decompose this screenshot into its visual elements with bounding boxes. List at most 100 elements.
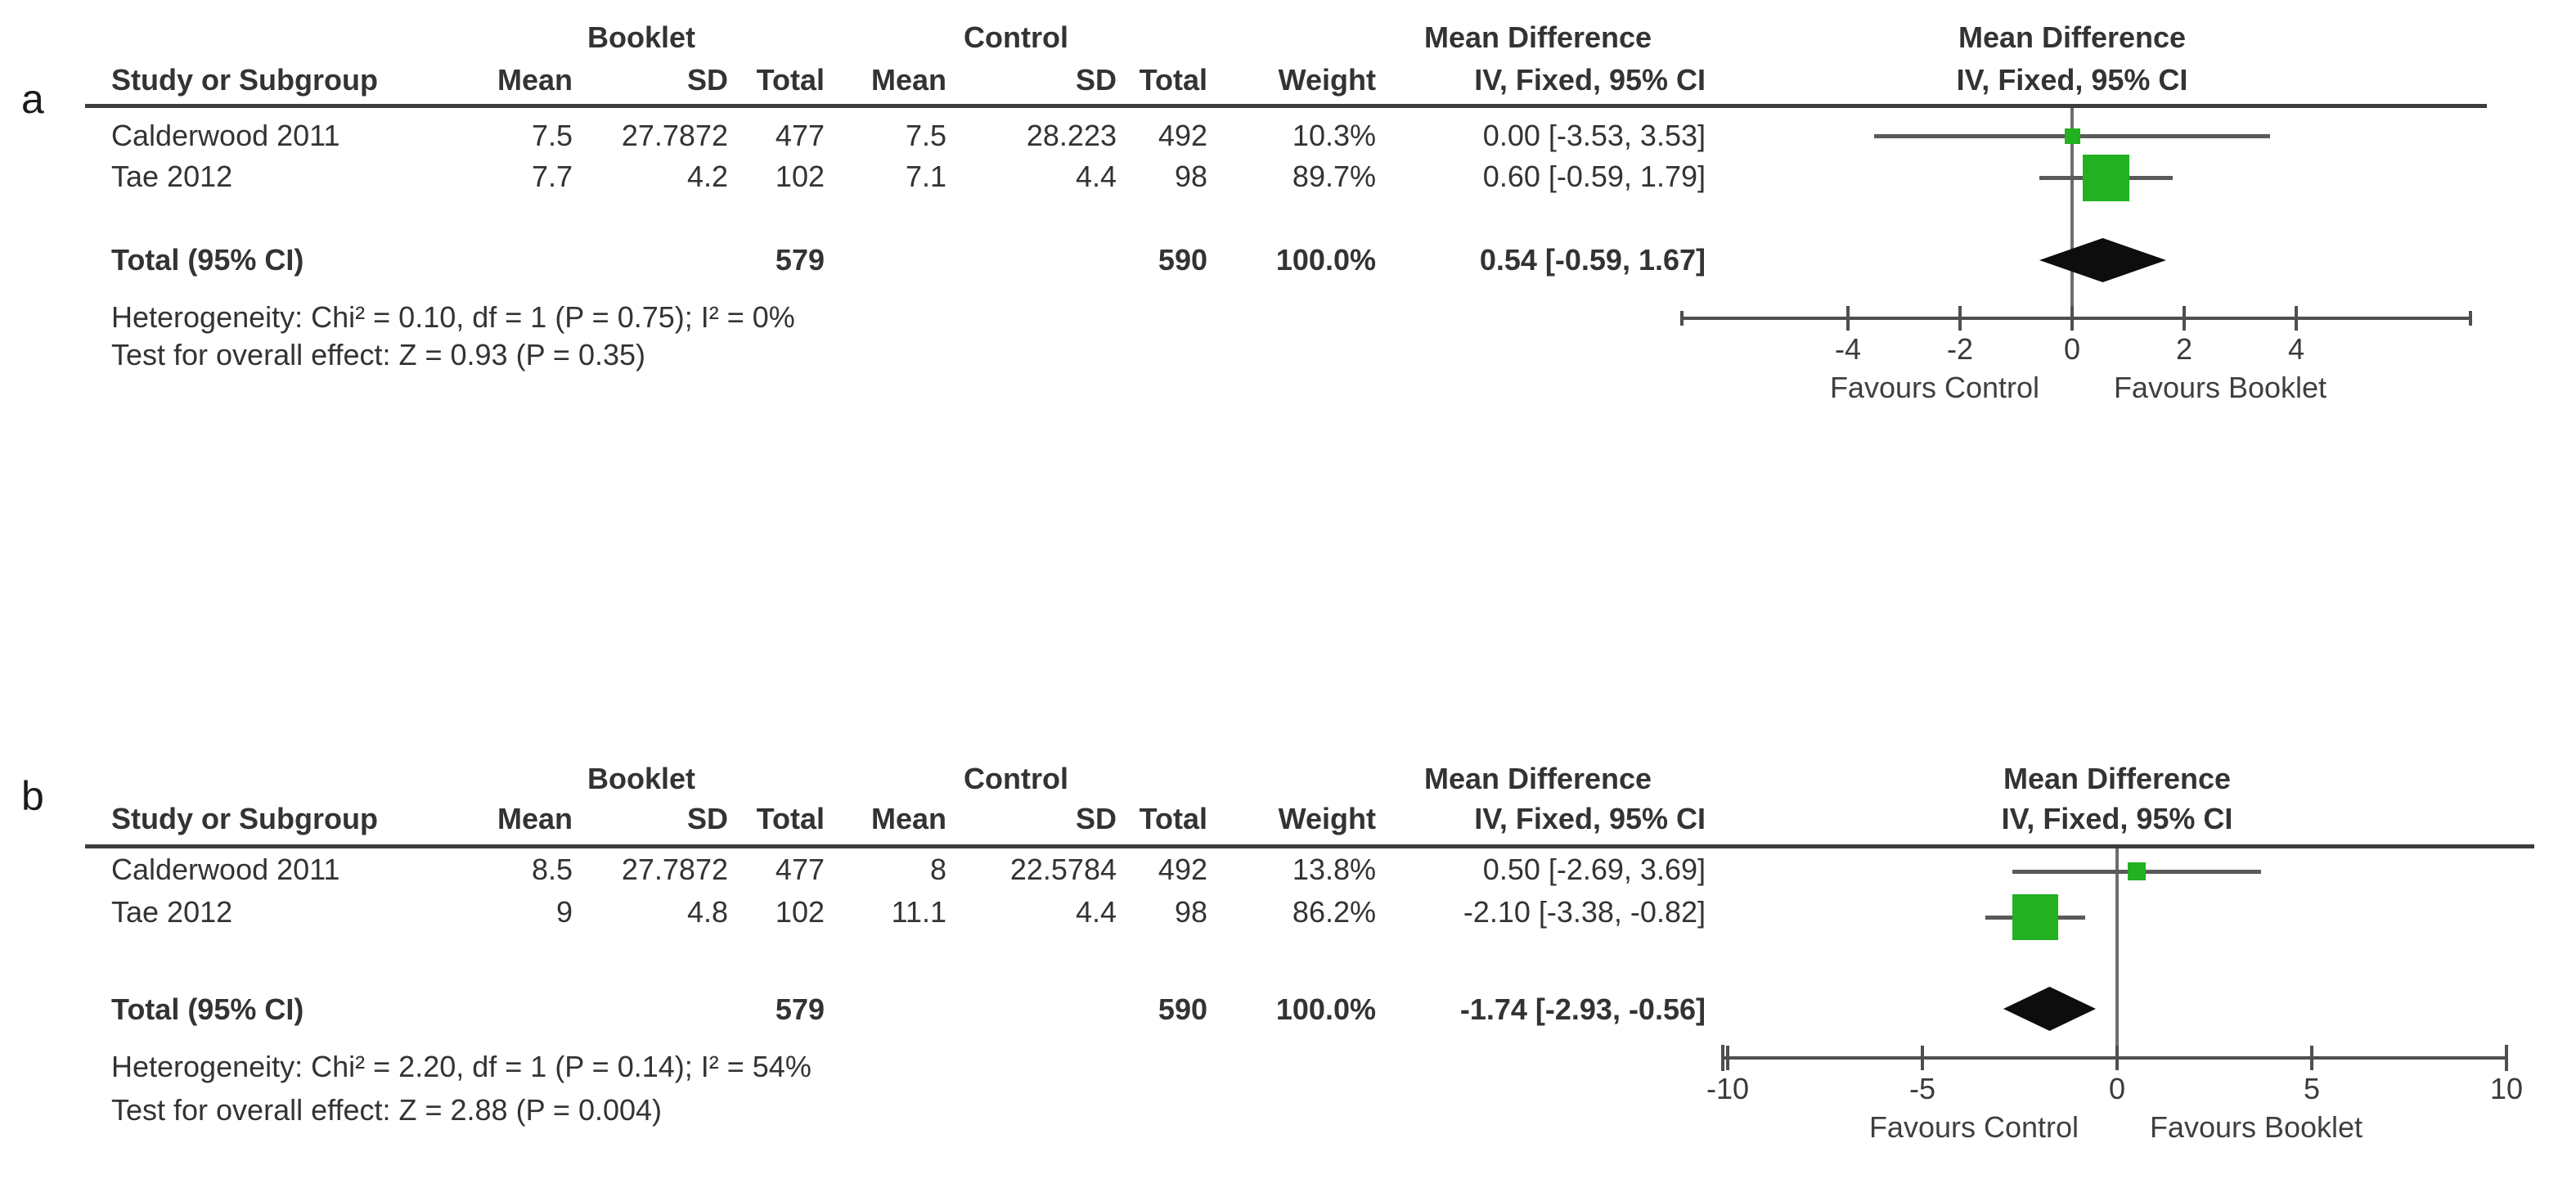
- col-header-sd-booklet: SD: [686, 63, 728, 97]
- col-header-sd-control: SD: [1075, 802, 1117, 835]
- favours-right-label: Favours Booklet: [2113, 371, 2327, 404]
- zero-line: [2115, 848, 2119, 1058]
- col-header-total-booklet: Total: [756, 802, 825, 835]
- plot-subtitle: IV, Fixed, 95% CI: [2001, 802, 2233, 835]
- axis-tick: [1921, 1046, 1924, 1070]
- axis-endcap: [1721, 1045, 1724, 1071]
- header-rule: [85, 844, 2534, 848]
- axis-tick-label: 5: [2303, 1072, 2321, 1105]
- axis-tick-label: -10: [1706, 1072, 1750, 1105]
- total-row: Total (95% CI) 579 590 100.0% 0.54 [-0.5…: [0, 244, 2576, 280]
- total-control: 98: [1174, 895, 1207, 929]
- pooled-diamond: [2003, 987, 2096, 1031]
- axis-tick-label: -2: [1946, 332, 1974, 366]
- study-name: Tae 2012: [111, 895, 233, 929]
- col-header-iv-ci: IV, Fixed, 95% CI: [1474, 802, 1706, 835]
- col-header-mean-booklet: Mean: [497, 63, 573, 97]
- total-booklet: 477: [775, 853, 825, 886]
- sd-booklet: 4.8: [686, 895, 728, 929]
- favours-left-label: Favours Control: [1868, 1110, 2079, 1144]
- col-header-total-booklet: Total: [756, 63, 825, 97]
- total-label: Total (95% CI): [111, 243, 304, 277]
- group-header-control: Control: [964, 762, 1068, 795]
- col-header-sd-booklet: SD: [686, 802, 728, 835]
- panel-a-label: a: [21, 76, 44, 122]
- axis-tick-label: 10: [2489, 1072, 2524, 1105]
- mean-control: 7.5: [905, 119, 946, 152]
- group-header-mean-difference: Mean Difference: [1423, 762, 1652, 795]
- study-weight-marker: [2083, 155, 2129, 201]
- sd-control: 28.223: [1026, 119, 1117, 152]
- axis-tick: [1846, 306, 1850, 331]
- total-booklet-sum: 579: [775, 243, 825, 277]
- study-name: Calderwood 2011: [111, 853, 340, 886]
- col-header-iv-ci: IV, Fixed, 95% CI: [1474, 63, 1706, 97]
- total-weight: 100.0%: [1275, 992, 1376, 1026]
- total-booklet: 102: [775, 895, 825, 929]
- sd-booklet: 27.7872: [621, 119, 728, 152]
- ci-value: -2.10 [-3.38, -0.82]: [1463, 895, 1706, 929]
- col-header-study: Study or Subgroup: [111, 63, 378, 97]
- mean-booklet: 8.5: [531, 853, 573, 886]
- total-weight: 100.0%: [1275, 243, 1376, 277]
- column-header-row: Study or Subgroup Mean SD Total Mean SD …: [0, 64, 2576, 100]
- total-control-sum: 590: [1158, 243, 1207, 277]
- axis-line: [1723, 1056, 2506, 1060]
- study-weight-marker: [2012, 894, 2058, 940]
- axis-tick-label: 0: [2108, 1072, 2126, 1105]
- plot-title: Mean Difference: [1958, 20, 2187, 54]
- sd-booklet: 4.2: [686, 160, 728, 193]
- total-control-sum: 590: [1158, 992, 1207, 1026]
- total-ci: -1.74 [-2.93, -0.56]: [1459, 992, 1706, 1026]
- mean-booklet: 9: [555, 895, 573, 929]
- study-name: Tae 2012: [111, 160, 233, 193]
- axis-tick-label: -5: [1908, 1072, 1936, 1105]
- favours-right-label: Favours Booklet: [2149, 1110, 2363, 1144]
- axis-tick: [2183, 306, 2186, 331]
- mean-booklet: 7.5: [531, 119, 573, 152]
- total-row: Total (95% CI) 579 590 100.0% -1.74 [-2.…: [0, 993, 2576, 1029]
- mean-control: 7.1: [905, 160, 946, 193]
- table-row: Tae 2012 9 4.8 102 11.1 4.4 98 86.2% -2.…: [0, 896, 2576, 932]
- axis-tick-label: 0: [2063, 332, 2081, 366]
- col-header-weight: Weight: [1278, 802, 1376, 835]
- study-weight-marker: [2128, 862, 2146, 880]
- weight-value: 86.2%: [1292, 895, 1376, 929]
- sd-control: 4.4: [1075, 895, 1117, 929]
- axis-endcap: [2469, 311, 2472, 326]
- table-row: Calderwood 2011 7.5 27.7872 477 7.5 28.2…: [0, 119, 2576, 155]
- col-header-study: Study or Subgroup: [111, 802, 378, 835]
- zero-line: [2070, 108, 2074, 318]
- study-name: Calderwood 2011: [111, 119, 340, 152]
- mean-control: 11.1: [891, 895, 946, 929]
- axis-tick-label: 2: [2175, 332, 2193, 366]
- heterogeneity-note: Heterogeneity: Chi² = 2.20, df = 1 (P = …: [111, 1050, 811, 1083]
- forest-plot-area: -10 -5 0 5 10: [0, 687, 2576, 1179]
- group-header-control: Control: [964, 20, 1068, 54]
- col-header-weight: Weight: [1278, 63, 1376, 97]
- total-ci: 0.54 [-0.59, 1.67]: [1479, 243, 1706, 277]
- axis-tick-label: 4: [2287, 332, 2305, 366]
- axis-tick: [2310, 1046, 2313, 1070]
- sd-control: 4.4: [1075, 160, 1117, 193]
- total-control: 98: [1174, 160, 1207, 193]
- overall-effect-note: Test for overall effect: Z = 0.93 (P = 0…: [111, 338, 646, 371]
- study-weight-marker: [2065, 128, 2080, 144]
- sd-booklet: 27.7872: [621, 853, 728, 886]
- mean-control: 8: [929, 853, 946, 886]
- total-booklet: 102: [775, 160, 825, 193]
- col-header-total-control: Total: [1139, 802, 1207, 835]
- axis-tick: [2115, 1046, 2119, 1070]
- plot-subtitle: IV, Fixed, 95% CI: [1956, 63, 2188, 97]
- ci-value: 0.00 [-3.53, 3.53]: [1482, 119, 1706, 152]
- total-label: Total (95% CI): [111, 992, 304, 1026]
- weight-value: 89.7%: [1292, 160, 1376, 193]
- axis-tick: [1958, 306, 1962, 331]
- pooled-diamond: [2039, 238, 2166, 282]
- axis-endcap: [1680, 311, 1684, 326]
- mean-booklet: 7.7: [531, 160, 573, 193]
- axis-tick: [2505, 1046, 2508, 1070]
- group-header-booklet: Booklet: [587, 762, 696, 795]
- col-header-total-control: Total: [1139, 63, 1207, 97]
